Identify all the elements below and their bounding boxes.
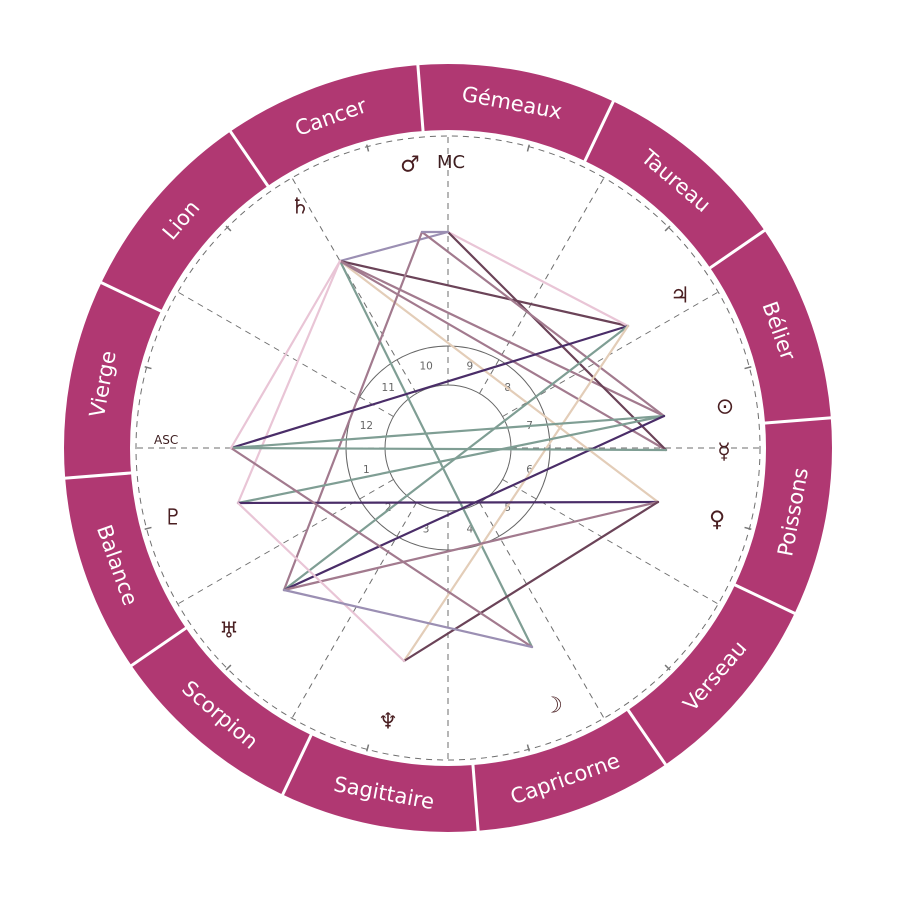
sign-divider bbox=[129, 626, 188, 668]
degree-tick bbox=[225, 664, 232, 671]
aspect-line bbox=[338, 259, 630, 328]
degree-tick bbox=[664, 225, 671, 232]
outer-dashed-circle bbox=[135, 135, 761, 761]
mc-label: MC bbox=[437, 152, 465, 173]
sign-divider bbox=[471, 763, 480, 832]
planet-glyphs: ♂ ♄ ♃ ⊙ ☿ ♀ ☽ ♆ ♅ ♇ bbox=[163, 153, 734, 735]
aspect-line bbox=[282, 588, 534, 649]
degree-tick bbox=[664, 664, 671, 671]
house-number: 1 bbox=[363, 464, 370, 476]
saturn-icon: ♄ bbox=[290, 195, 310, 220]
aspect-lines bbox=[229, 230, 668, 663]
degree-tick bbox=[526, 144, 530, 152]
venus-icon: ♀ bbox=[709, 508, 725, 533]
aspect-line bbox=[338, 259, 660, 504]
house-cusp-line bbox=[291, 177, 417, 394]
sign-divider bbox=[708, 228, 767, 270]
aspect-line bbox=[229, 446, 668, 452]
ring-band bbox=[64, 64, 832, 832]
aspect-line bbox=[236, 500, 660, 505]
aspect-line bbox=[420, 230, 666, 418]
house-number: 6 bbox=[526, 464, 533, 476]
aspect-line bbox=[402, 324, 630, 663]
house-cusp-line bbox=[502, 479, 719, 605]
house-number: 11 bbox=[382, 382, 395, 394]
house-number: 3 bbox=[423, 524, 430, 536]
mercury-icon: ☿ bbox=[717, 440, 731, 465]
aspect-line bbox=[402, 500, 660, 663]
degree-tick bbox=[366, 744, 370, 752]
asc-label: ASC bbox=[154, 433, 178, 447]
degree-tick bbox=[744, 526, 752, 530]
degree-tick bbox=[744, 366, 752, 370]
aspect-line bbox=[229, 259, 342, 450]
mars-icon: ♂ bbox=[400, 153, 420, 178]
sign-divider bbox=[763, 416, 832, 425]
house-number: 12 bbox=[360, 420, 373, 432]
sign-divider bbox=[733, 583, 797, 616]
house-cusp-line bbox=[291, 502, 417, 719]
aspect-line bbox=[446, 230, 630, 328]
aspect-line bbox=[229, 446, 534, 649]
moon-icon: ☽ bbox=[543, 694, 563, 719]
degree-tick bbox=[144, 366, 152, 370]
sun-icon: ⊙ bbox=[716, 395, 734, 420]
sign-divider bbox=[626, 708, 668, 767]
house-cusp-line bbox=[479, 177, 605, 394]
jupiter-icon: ♃ bbox=[670, 284, 690, 309]
house-number: 9 bbox=[467, 360, 474, 372]
degree-tick bbox=[144, 526, 152, 530]
aspect-line bbox=[338, 259, 534, 649]
house-cusp-line bbox=[177, 479, 394, 605]
zodiac-ring: PoissonsBélierTaureauGémeauxCancerLionVi… bbox=[64, 64, 832, 832]
house-number: 2 bbox=[385, 502, 392, 514]
sign-divider bbox=[416, 64, 425, 133]
uranus-icon: ♅ bbox=[219, 619, 239, 644]
pluto-icon: ♇ bbox=[163, 506, 183, 531]
degree-tick bbox=[366, 144, 370, 152]
aspect-line bbox=[236, 414, 666, 505]
sign-divider bbox=[583, 99, 616, 163]
aspect-line bbox=[338, 259, 668, 452]
neptune-icon: ♆ bbox=[378, 710, 398, 735]
aspect-line bbox=[338, 230, 450, 263]
aspect-line bbox=[338, 259, 666, 418]
sign-divider bbox=[228, 129, 270, 188]
aspect-line bbox=[236, 259, 342, 505]
sign-divider bbox=[64, 471, 133, 480]
aspect-line bbox=[236, 501, 406, 663]
house-number: 10 bbox=[419, 360, 432, 372]
aspect-line bbox=[229, 324, 630, 450]
house-number: 4 bbox=[467, 524, 474, 536]
sign-divider bbox=[280, 733, 313, 797]
aspect-line bbox=[229, 414, 666, 450]
degree-tick bbox=[225, 225, 232, 232]
sign-divider bbox=[99, 280, 163, 313]
house-cusp-line bbox=[479, 502, 605, 719]
angle-labels: ASC MC bbox=[154, 152, 465, 447]
aspect-line bbox=[446, 230, 668, 452]
aspect-line bbox=[282, 500, 660, 592]
degree-tick bbox=[526, 744, 530, 752]
